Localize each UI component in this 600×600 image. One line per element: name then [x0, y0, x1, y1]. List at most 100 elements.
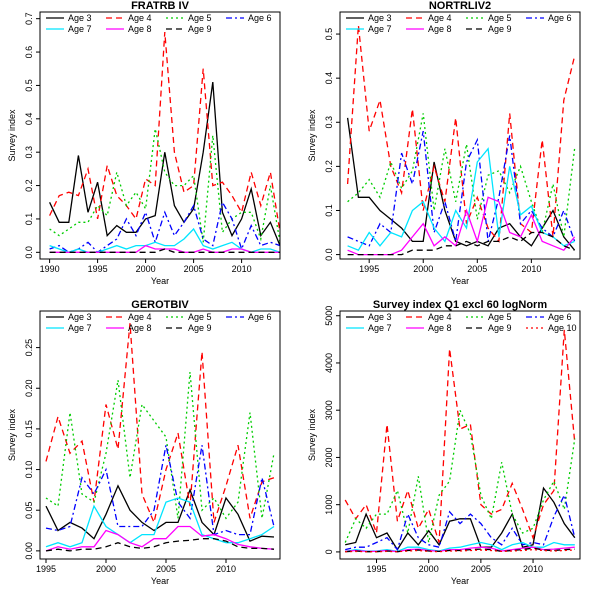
- series-line-age-9: [45, 538, 275, 552]
- legend-label: Age 8: [128, 323, 152, 333]
- panel-1: FRATRB IV 1990 1995 2000 2005 2010 0.0 0.1 0.2 0.…: [7, 0, 281, 286]
- series-line-age-4: [346, 25, 576, 244]
- y-tick-label: 0.25: [24, 339, 34, 357]
- x-tick-label: 2005: [156, 564, 176, 574]
- y-axis-label: Survey index: [7, 109, 17, 162]
- series-line-age-6: [45, 445, 275, 536]
- x-tick-label: 2005: [184, 264, 204, 274]
- y-axis-label: Survey index: [307, 109, 317, 162]
- y-tick-label: 0.05: [24, 501, 34, 519]
- x-tick-label: 2000: [96, 564, 116, 574]
- x-tick-label: 1995: [36, 564, 56, 574]
- legend-label: Age 9: [188, 24, 212, 34]
- y-tick-label: 0.2: [324, 160, 334, 173]
- legend-label: Age 7: [368, 323, 392, 333]
- series-line-age-9: [347, 231, 575, 256]
- series-line-age-6: [49, 200, 280, 254]
- legend-label: Age 7: [68, 24, 92, 34]
- series-line-age-7: [345, 541, 575, 553]
- legend-label: Age 9: [188, 323, 212, 333]
- y-axis-label: Survey index: [7, 408, 17, 461]
- legend-label: Age 4: [428, 13, 452, 23]
- y-tick-label: 0.0: [324, 248, 334, 261]
- legend-label: Age 6: [548, 312, 572, 322]
- y-tick-label: 0.20: [24, 379, 34, 397]
- legend-label: Age 6: [248, 312, 272, 322]
- x-tick-label: 2000: [136, 264, 156, 274]
- x-axis-label: Year: [451, 576, 469, 586]
- y-axis-label: Survey index: [307, 408, 317, 461]
- plot-frame: [339, 310, 581, 560]
- x-tick-label: 1995: [88, 264, 108, 274]
- legend-label: Age 3: [68, 312, 92, 322]
- legend-label: Age 5: [188, 312, 212, 322]
- y-tick-label: 0.3: [324, 116, 334, 129]
- y-tick-label: 0.0: [24, 246, 34, 259]
- x-tick-label: 2005: [467, 264, 487, 274]
- series-line-age-9: [49, 248, 280, 253]
- series-line-age-6: [345, 493, 576, 551]
- series-line-age-4: [49, 31, 280, 233]
- x-tick-label: 2000: [419, 564, 439, 574]
- legend-label: Age 3: [68, 13, 92, 23]
- x-tick-label: 2010: [521, 264, 541, 274]
- panel-3: GEROTBIV 1995 2000 2005 2010 0.00 0.05 0.10 0.15…: [7, 299, 281, 586]
- legend-label: Age 4: [128, 13, 152, 23]
- legend-label: Age 8: [428, 323, 452, 333]
- legend-label: Age 5: [488, 13, 512, 23]
- y-tick-label: 2000: [324, 447, 334, 467]
- panel-title: NORTRLIV2: [429, 0, 491, 12]
- panel-4: Survey index Q1 excl 60 logNorm 1995 2000 2…: [307, 299, 581, 586]
- x-axis-label: Year: [151, 276, 169, 286]
- y-tick-label: 4000: [324, 353, 334, 373]
- y-tick-label: 0.1: [24, 213, 34, 226]
- y-tick-label: 0.6: [24, 46, 34, 59]
- y-tick-label: 0: [324, 549, 334, 554]
- x-tick-label: 2000: [413, 264, 433, 274]
- series-group: [45, 323, 275, 552]
- y-tick-label: 0.2: [24, 179, 34, 192]
- series-line-age-5: [49, 128, 280, 243]
- legend-label: Age 7: [368, 24, 392, 34]
- legend-label: Age 9: [488, 24, 512, 34]
- y-tick-label: 0.5: [324, 28, 334, 41]
- y-tick-label: 0.5: [24, 79, 34, 92]
- legend-label: Age 5: [488, 312, 512, 322]
- y-tick-label: 0.1: [324, 204, 334, 217]
- legend-label: Age 6: [548, 13, 572, 23]
- series-line-age-7: [347, 147, 575, 252]
- series-line-age-5: [347, 113, 576, 238]
- plot-frame: [339, 11, 581, 260]
- y-tick-label: 3000: [324, 400, 334, 420]
- legend-label: Age 10: [548, 323, 577, 333]
- plot-frame: [39, 310, 281, 560]
- legend-label: Age 6: [248, 13, 272, 23]
- series-line-age-8: [345, 546, 575, 553]
- x-tick-label: 1990: [40, 264, 60, 274]
- y-tick-label: 0.00: [24, 542, 34, 560]
- y-tick-label: 5000: [324, 306, 334, 326]
- panel-title: FRATRB IV: [131, 0, 190, 12]
- legend-label: Age 9: [488, 323, 512, 333]
- legend-label: Age 5: [188, 13, 212, 23]
- x-tick-label: 2010: [232, 264, 252, 274]
- legend-label: Age 3: [368, 13, 392, 23]
- panel-title: GEROTBIV: [131, 299, 189, 311]
- series-group: [49, 31, 280, 254]
- series-line-age-9: [345, 547, 575, 553]
- legend-label: Age 4: [128, 312, 152, 322]
- series-line-age-7: [45, 497, 275, 548]
- y-tick-label: 0.15: [24, 420, 34, 438]
- series-group: [346, 25, 576, 256]
- series-line-age-4: [45, 323, 275, 525]
- x-tick-label: 1995: [359, 264, 379, 274]
- series-line-age-4: [344, 329, 576, 543]
- x-tick-label: 1995: [367, 564, 387, 574]
- legend-label: Age 7: [68, 323, 92, 333]
- legend-label: Age 8: [128, 24, 152, 34]
- y-tick-label: 0.4: [24, 113, 34, 126]
- series-line-age-3: [45, 484, 275, 542]
- legend-label: Age 3: [368, 312, 392, 322]
- x-axis-label: Year: [451, 276, 469, 286]
